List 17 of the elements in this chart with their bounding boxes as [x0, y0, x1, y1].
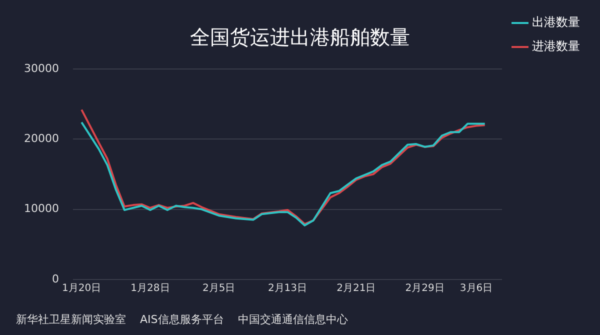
- y-tick-label: 0: [52, 272, 59, 286]
- y-tick-label: 30000: [24, 62, 59, 75]
- legend-label: 出港数量: [532, 15, 580, 30]
- x-tick-label: 1月28日: [130, 282, 170, 294]
- y-tick-label: 20000: [24, 132, 59, 145]
- text: 新华社卫星新闻实验室: [16, 312, 126, 327]
- y-tick-label: 10000: [24, 202, 59, 216]
- x-tick-label: 2月13日: [268, 282, 308, 294]
- x-tick-label: 3月6日: [460, 282, 493, 294]
- legend-label: 进港数量: [532, 39, 580, 54]
- x-tick-label: 1月20日: [62, 282, 102, 294]
- x-tick-label: 2月21日: [336, 282, 376, 294]
- text: 中国交通通信信息中心: [238, 312, 348, 327]
- text: AIS信息服务平台: [140, 312, 224, 327]
- chart-title: 全国货运进出港船舶数量: [190, 25, 410, 50]
- x-tick-label: 2月5日: [202, 282, 236, 294]
- x-tick-label: 2月29日: [405, 282, 444, 294]
